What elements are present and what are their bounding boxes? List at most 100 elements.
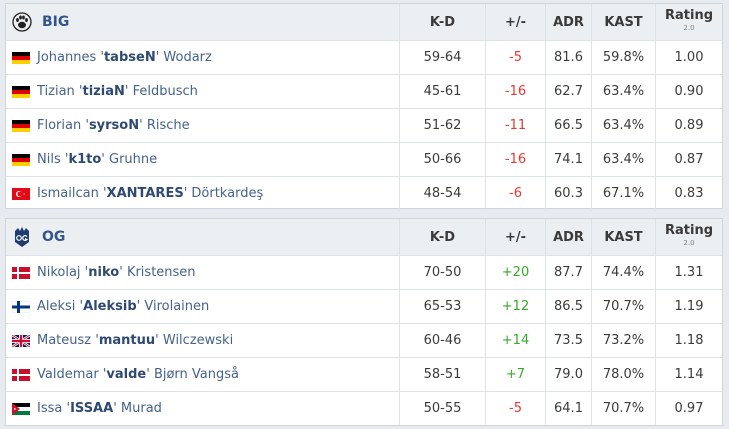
player-link[interactable]: Aleksi 'Aleksib' Virolainen bbox=[37, 299, 210, 314]
plus-minus-column-header: +/- bbox=[485, 4, 545, 40]
jordan-flag-icon bbox=[12, 402, 30, 415]
rating-value: 1.14 bbox=[655, 358, 722, 391]
kast-value: 73.2% bbox=[591, 324, 655, 357]
table-row: Valdemar 'valde' Bjørn Vangså 58-51 +7 7… bbox=[6, 357, 722, 391]
adr-column-header: ADR bbox=[545, 219, 591, 255]
kd-column-header: K-D bbox=[399, 219, 485, 255]
kd-value: 45-61 bbox=[399, 75, 485, 108]
player-link[interactable]: Nils 'k1to' Gruhne bbox=[37, 152, 158, 167]
player-cell: Mateusz 'mantuu' Wilczewski bbox=[6, 324, 399, 357]
rating-value: 0.89 bbox=[655, 109, 722, 142]
rating-value: 1.31 bbox=[655, 256, 722, 289]
last-name: Rische bbox=[146, 118, 190, 133]
kast-column-header: KAST bbox=[591, 219, 655, 255]
kd-value: 58-51 bbox=[399, 358, 485, 391]
player-link[interactable]: Johannes 'tabseN' Wodarz bbox=[37, 50, 212, 65]
nickname: valde bbox=[106, 367, 147, 382]
adr-value: 87.7 bbox=[545, 256, 591, 289]
player-link[interactable]: Tizian 'tiziaN' Feldbusch bbox=[37, 84, 198, 99]
table-row: Aleksi 'Aleksib' Virolainen 65-53 +12 86… bbox=[6, 289, 722, 323]
player-cell: Valdemar 'valde' Bjørn Vangså bbox=[6, 358, 399, 391]
nickname: tabseN bbox=[103, 50, 156, 65]
adr-value: 74.1 bbox=[545, 143, 591, 176]
plus-minus-value: +14 bbox=[485, 324, 545, 357]
table-row: Tizian 'tiziaN' Feldbusch 45-61 -16 62.7… bbox=[6, 74, 722, 108]
kast-value: 63.4% bbox=[591, 143, 655, 176]
first-name: Mateusz bbox=[37, 333, 92, 348]
team-header[interactable]: OG bbox=[6, 219, 399, 255]
adr-value: 64.1 bbox=[545, 392, 591, 425]
kd-value: 70-50 bbox=[399, 256, 485, 289]
plus-minus-value: -5 bbox=[485, 392, 545, 425]
rating-label: Rating bbox=[664, 8, 713, 23]
first-name: Aleksi bbox=[37, 299, 76, 314]
player-cell: Johannes 'tabseN' Wodarz bbox=[6, 41, 399, 74]
rating-version: 2.0 bbox=[683, 239, 695, 247]
rating-value: 1.19 bbox=[655, 290, 722, 323]
adr-value: 86.5 bbox=[545, 290, 591, 323]
rating-column-header: Rating 2.0 bbox=[655, 219, 722, 255]
rating-version: 2.0 bbox=[683, 24, 695, 32]
last-name: Virolainen bbox=[144, 299, 210, 314]
last-name: Gruhne bbox=[109, 152, 158, 167]
germany-flag-icon bbox=[12, 119, 30, 132]
kd-value: 50-55 bbox=[399, 392, 485, 425]
nickname: ISSAA bbox=[70, 401, 114, 416]
team-name[interactable]: BIG bbox=[42, 14, 70, 30]
kast-value: 70.7% bbox=[591, 290, 655, 323]
kd-value: 51-62 bbox=[399, 109, 485, 142]
adr-value: 66.5 bbox=[545, 109, 591, 142]
last-name: Wodarz bbox=[163, 50, 212, 65]
table-row: Nikolaj 'niko' Kristensen 70-50 +20 87.7… bbox=[6, 255, 722, 289]
nickname: mantuu bbox=[98, 333, 156, 348]
finland-flag-icon bbox=[12, 300, 30, 313]
player-link[interactable]: Mateusz 'mantuu' Wilczewski bbox=[37, 333, 234, 348]
player-link[interactable]: Issa 'ISSAA' Murad bbox=[37, 401, 162, 416]
kd-value: 50-66 bbox=[399, 143, 485, 176]
kast-value: 74.4% bbox=[591, 256, 655, 289]
nickname: tiziaN bbox=[82, 84, 125, 99]
table-row: Johannes 'tabseN' Wodarz 59-64 -5 81.6 5… bbox=[6, 40, 722, 74]
nickname: Aleksib bbox=[83, 299, 137, 314]
rating-column-header: Rating 2.0 bbox=[655, 4, 722, 40]
plus-minus-value: +20 bbox=[485, 256, 545, 289]
player-cell: Nikolaj 'niko' Kristensen bbox=[6, 256, 399, 289]
adr-value: 62.7 bbox=[545, 75, 591, 108]
last-name: Murad bbox=[120, 401, 162, 416]
table-row: Florian 'syrsoN' Rische 51-62 -11 66.5 6… bbox=[6, 108, 722, 142]
last-name: Feldbusch bbox=[132, 84, 198, 99]
uk-flag-icon bbox=[12, 334, 30, 347]
og-logo-icon bbox=[15, 227, 29, 247]
kast-value: 59.8% bbox=[591, 41, 655, 74]
player-cell: Nils 'k1to' Gruhne bbox=[6, 143, 399, 176]
first-name: Nikolaj bbox=[37, 265, 81, 280]
first-name: Nils bbox=[37, 152, 61, 167]
first-name: Issa bbox=[37, 401, 63, 416]
player-link[interactable]: Nikolaj 'niko' Kristensen bbox=[37, 265, 196, 280]
first-name: Tizian bbox=[37, 84, 75, 99]
player-cell: Florian 'syrsoN' Rische bbox=[6, 109, 399, 142]
player-cell: Issa 'ISSAA' Murad bbox=[6, 392, 399, 425]
table-row: Issa 'ISSAA' Murad 50-55 -5 64.1 70.7% 0… bbox=[6, 391, 722, 425]
turkey-flag-icon bbox=[12, 187, 30, 200]
last-name: Wilczewski bbox=[162, 333, 234, 348]
rating-value: 0.87 bbox=[655, 143, 722, 176]
team-header[interactable]: BIG bbox=[6, 4, 399, 40]
last-name: Bjørn Vangså bbox=[153, 367, 240, 382]
kd-value: 60-46 bbox=[399, 324, 485, 357]
player-link[interactable]: Valdemar 'valde' Bjørn Vangså bbox=[37, 367, 240, 382]
kast-value: 63.4% bbox=[591, 109, 655, 142]
kd-value: 59-64 bbox=[399, 41, 485, 74]
adr-column-header: ADR bbox=[545, 4, 591, 40]
table-header: OG K-D +/- ADR KAST Rating 2.0 bbox=[6, 219, 722, 255]
player-link[interactable]: Ismailcan 'XANTARES' Dörtkardeş bbox=[37, 186, 264, 201]
plus-minus-value: -5 bbox=[485, 41, 545, 74]
plus-minus-column-header: +/- bbox=[485, 219, 545, 255]
team-name[interactable]: OG bbox=[42, 229, 66, 245]
kd-value: 65-53 bbox=[399, 290, 485, 323]
first-name: Valdemar bbox=[37, 367, 99, 382]
table-row: Ismailcan 'XANTARES' Dörtkardeş 48-54 -6… bbox=[6, 176, 722, 210]
team-big-stats-table: BIG K-D +/- ADR KAST Rating 2.0 Johannes… bbox=[5, 3, 723, 210]
adr-value: 73.5 bbox=[545, 324, 591, 357]
player-link[interactable]: Florian 'syrsoN' Rische bbox=[37, 118, 190, 133]
